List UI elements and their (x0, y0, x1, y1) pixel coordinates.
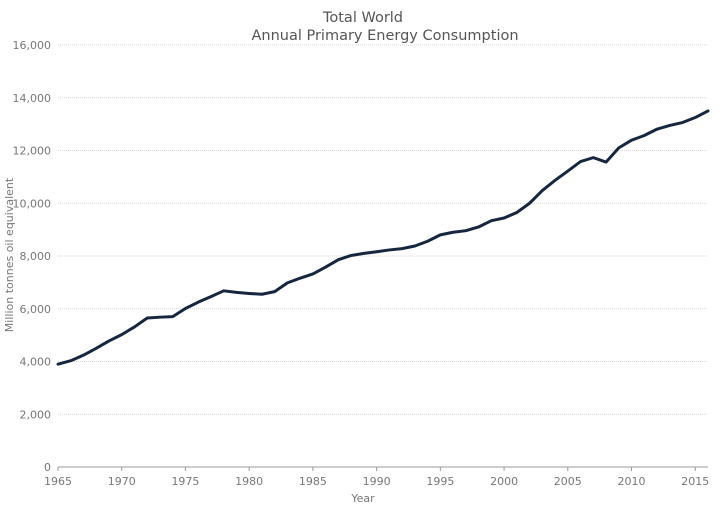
series-layer (56, 109, 710, 366)
y-tick-label: 10,000 (13, 197, 52, 210)
y-tick-label: 4,000 (20, 356, 52, 369)
x-tick-label: 1995 (426, 475, 454, 488)
x-tick-label: 1975 (171, 475, 199, 488)
y-tick-label: 0 (44, 461, 51, 474)
y-tick-label: 16,000 (13, 39, 52, 52)
y-tick-label: 2,000 (20, 408, 52, 421)
y-tick-label: 8,000 (20, 250, 52, 263)
y-tick-label: 6,000 (20, 303, 52, 316)
y-tick-label: 12,000 (13, 145, 52, 158)
x-tick-label: 2015 (681, 475, 709, 488)
x-tick-label: 1970 (108, 475, 136, 488)
y-tick-label: 14,000 (13, 92, 52, 105)
y-axis-label: Million tonnes oil equivalent (3, 177, 16, 332)
chart-title: Total World (322, 10, 403, 26)
x-axis-label: Year (350, 492, 375, 505)
series-line-total-world (56, 109, 710, 366)
x-axis-ticks: 1965 1970 1975 1980 1985 1990 1995 2000 2005 2010… (44, 467, 709, 488)
x-tick-label: 1980 (235, 475, 263, 488)
x-tick-label: 1965 (44, 475, 72, 488)
x-tick-label: 1990 (363, 475, 391, 488)
x-tick-label: 2010 (618, 475, 646, 488)
x-tick-label: 2005 (554, 475, 582, 488)
x-tick-label: 2000 (490, 475, 518, 488)
chart-subtitle: Annual Primary Energy Consumption (251, 28, 518, 44)
x-tick-label: 1985 (299, 475, 327, 488)
gridlines (58, 44, 708, 415)
y-axis-ticks: 0 2,000 4,000 6,000 8,000 10,000 12,000 14,000 1… (13, 39, 52, 474)
